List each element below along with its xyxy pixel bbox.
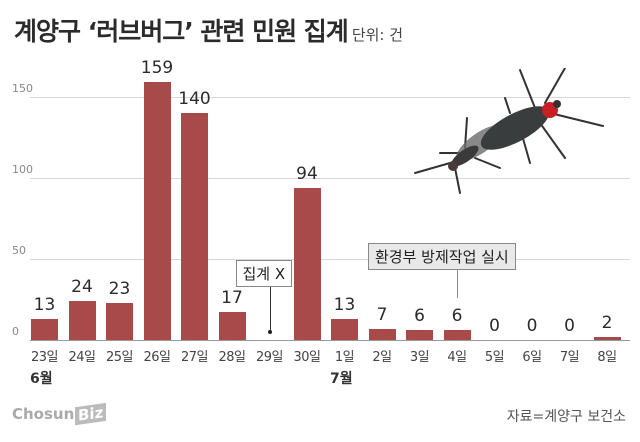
- y-tick-label: 100: [12, 163, 33, 176]
- value-label: 6: [451, 306, 463, 327]
- gridline: [30, 97, 630, 98]
- y-tick-label: 150: [12, 82, 33, 95]
- no-data-dot: [267, 330, 272, 334]
- bar: [181, 113, 208, 340]
- value-label: 23: [108, 278, 131, 299]
- logo-text: Chosun: [12, 405, 75, 423]
- x-tick-label: 5일: [484, 350, 505, 365]
- bar: [368, 328, 396, 340]
- x-tick-label: 23일: [30, 350, 59, 365]
- source-note: 자료=계양구 보건소: [506, 409, 626, 425]
- bar: [106, 302, 133, 340]
- annotation-no-data: 집계 X: [235, 260, 293, 287]
- x-tick-label: 2일: [372, 350, 392, 365]
- value-label: 159: [140, 58, 174, 79]
- bar: [218, 312, 246, 340]
- value-label: 13: [333, 294, 356, 315]
- title-text: 계양구 ‘러브버그’ 관련 민원 집계: [14, 17, 349, 46]
- x-tick-label: 1일: [334, 350, 355, 365]
- value-label: 24: [71, 277, 93, 298]
- x-tick-label: 27일: [180, 350, 209, 365]
- chosunbiz-logo: Chosun Biz: [12, 402, 107, 426]
- value-label: 13: [33, 294, 56, 315]
- y-tick-label: 50: [12, 244, 26, 257]
- unit-label: 단위: 건: [351, 26, 404, 44]
- lovebug-illustration-icon: [405, 67, 605, 202]
- bar: [293, 187, 321, 340]
- x-tick-label: 29일: [255, 350, 284, 365]
- gridline: [30, 178, 630, 179]
- logo-biz: Biz: [75, 402, 107, 426]
- bar: [443, 330, 471, 340]
- bar: [593, 336, 621, 340]
- chart-title: 계양구 ‘러브버그’ 관련 민원 집계 단위: 건: [14, 12, 403, 48]
- value-label: 0: [564, 316, 575, 336]
- value-label: 140: [178, 89, 211, 110]
- bar: [143, 82, 171, 340]
- x-tick-label: 28일: [218, 350, 246, 365]
- value-label: 2: [601, 312, 613, 333]
- month-label: 7월: [330, 371, 353, 387]
- bar: [406, 330, 433, 340]
- bar: [331, 318, 358, 340]
- month-label: 6월: [30, 371, 53, 387]
- x-tick-label: 26일: [143, 350, 171, 365]
- value-label: 6: [414, 306, 425, 327]
- value-label: 94: [296, 163, 318, 184]
- x-tick-label: 25일: [105, 350, 134, 365]
- bar: [68, 301, 96, 340]
- x-tick-label: 4일: [447, 350, 467, 365]
- x-axis: [30, 340, 630, 341]
- annotation-pointer: [457, 270, 458, 298]
- value-label: 0: [489, 316, 500, 336]
- x-tick-label: 3일: [409, 350, 430, 365]
- value-label: 7: [376, 304, 388, 325]
- annotation-control-work: 환경부 방제작업 실시: [368, 243, 516, 270]
- x-tick-label: 30일: [293, 350, 321, 365]
- annotation-leader: [269, 286, 271, 331]
- bar: [31, 318, 58, 340]
- x-tick-label: 8일: [597, 350, 617, 365]
- x-tick-label: 24일: [68, 350, 96, 365]
- value-label: 0: [526, 316, 538, 336]
- y-tick-label: 0: [12, 325, 19, 338]
- x-tick-label: 7일: [559, 350, 580, 365]
- x-tick-label: 6일: [522, 350, 542, 365]
- value-label: 17: [221, 288, 243, 309]
- gridline: [30, 259, 630, 260]
